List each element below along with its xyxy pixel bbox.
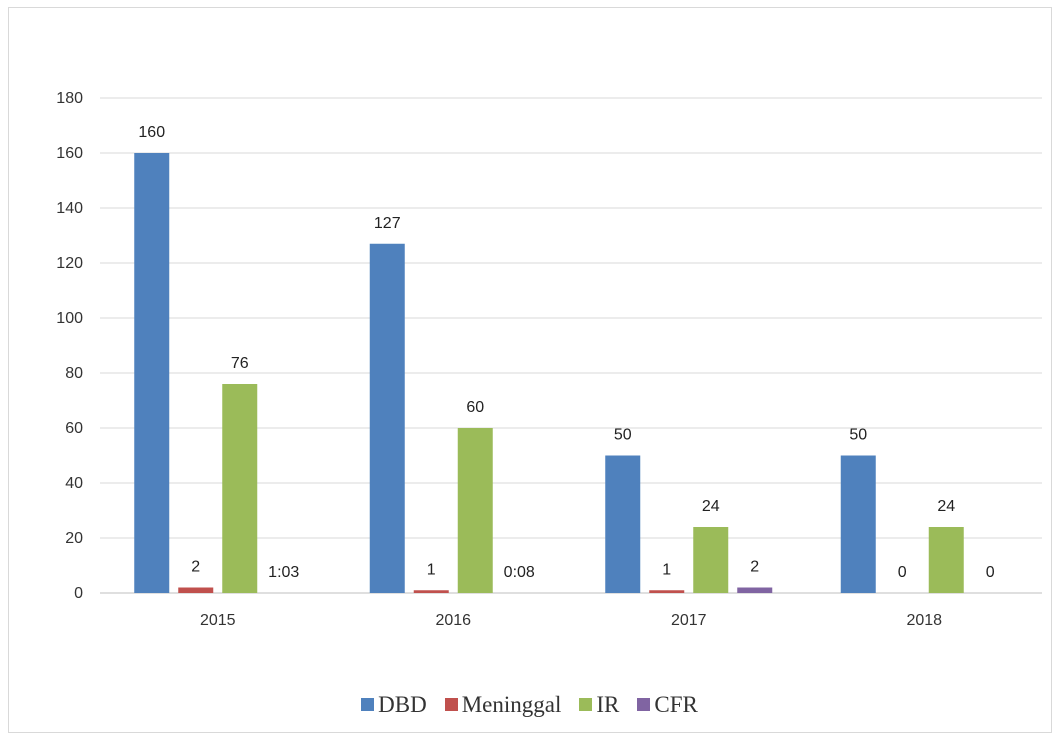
legend-swatch <box>444 698 458 711</box>
legend-swatch <box>361 698 375 711</box>
bar-ir-2017 <box>693 527 729 593</box>
legend-swatch <box>579 698 593 711</box>
y-tick-label: 0 <box>74 585 83 602</box>
bar-ir-2016 <box>457 428 493 593</box>
legend-item-cfr: CFR <box>637 692 698 717</box>
legend-item-meninggal: Meninggal <box>444 692 562 717</box>
y-tick-label: 120 <box>56 255 83 272</box>
bar-ir-2018 <box>928 527 964 593</box>
legend-item-ir: IR <box>579 693 619 716</box>
bars <box>134 153 964 593</box>
y-tick-label: 40 <box>65 475 83 492</box>
legend-swatch <box>637 698 651 711</box>
data-label-ir-2018: 24 <box>937 498 955 515</box>
bar-meninggal-2016 <box>413 590 449 593</box>
data-label-ir-2015: 76 <box>231 355 249 372</box>
data-label-dbd-2016: 127 <box>374 215 401 232</box>
bar-dbd-2018 <box>840 455 876 593</box>
data-label-ir-2017: 24 <box>702 498 720 515</box>
data-label-ir-2016: 60 <box>466 399 484 416</box>
data-label-meninggal-2017: 1 <box>662 561 671 578</box>
legend-label: IR <box>596 692 620 717</box>
y-tick-label: 160 <box>56 145 83 162</box>
y-tick-label: 140 <box>56 200 83 217</box>
data-label-cfr-2017: 2 <box>750 559 759 576</box>
bar-dbd-2016 <box>369 243 405 593</box>
x-tick-label: 2017 <box>671 612 707 629</box>
legend-item-dbd: DBD <box>361 693 427 716</box>
bar-ir-2015 <box>222 384 258 593</box>
chart-frame <box>8 7 1052 733</box>
data-label-dbd-2015: 160 <box>138 124 165 141</box>
bar-cfr-2017 <box>737 587 773 593</box>
data-label-cfr-2018: 0 <box>986 564 995 581</box>
data-label-cfr-2016: 0:08 <box>504 564 535 581</box>
legend-label: Meninggal <box>461 692 562 717</box>
data-label-dbd-2017: 50 <box>614 427 632 444</box>
bar-meninggal-2017 <box>649 590 685 593</box>
y-tick-label: 60 <box>65 420 83 437</box>
data-label-meninggal-2015: 2 <box>191 559 200 576</box>
data-label-dbd-2018: 50 <box>849 427 867 444</box>
y-tick-label: 180 <box>56 90 83 107</box>
y-tick-label: 80 <box>65 365 83 382</box>
y-tick-label: 100 <box>56 310 83 327</box>
data-label-meninggal-2018: 0 <box>898 564 907 581</box>
bar-dbd-2017 <box>605 455 641 593</box>
x-tick-label: 2018 <box>906 612 942 629</box>
data-label-cfr-2015: 1:03 <box>268 564 299 581</box>
data-label-meninggal-2016: 1 <box>427 561 436 578</box>
x-tick-label: 2015 <box>200 612 236 629</box>
bar-meninggal-2015 <box>178 587 214 593</box>
chart-legend: DBD Meninggal IR CFR <box>0 693 1059 716</box>
x-tick-label: 2016 <box>435 612 471 629</box>
y-tick-label: 20 <box>65 530 83 547</box>
bar-dbd-2015 <box>134 153 170 593</box>
legend-label: CFR <box>654 692 698 717</box>
legend-label: DBD <box>378 692 427 717</box>
